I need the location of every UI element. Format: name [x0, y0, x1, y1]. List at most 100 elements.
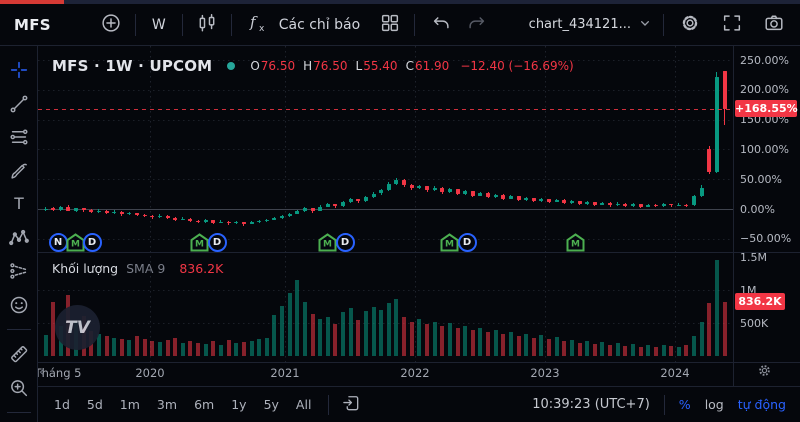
svg-text:M: M — [71, 240, 80, 250]
range-6m[interactable]: 6m — [194, 397, 215, 412]
chart-name-button[interactable]: chart_434121... — [529, 15, 653, 35]
range-5d[interactable]: 5d — [86, 397, 103, 412]
candle-body — [714, 76, 719, 173]
candle-body — [470, 191, 475, 196]
volume-bar — [508, 331, 513, 356]
volume-scale-tick: 1.5M — [740, 250, 767, 264]
volume-bar — [684, 345, 689, 356]
event-badge-m[interactable]: M — [440, 233, 459, 252]
svg-text:M: M — [195, 240, 204, 250]
indicators-label: Các chỉ báo — [278, 16, 361, 33]
time-axis-settings-icon[interactable] — [757, 363, 772, 382]
range-all[interactable]: All — [295, 397, 312, 412]
percent-scale-button[interactable]: % — [678, 397, 691, 412]
trend-line-tool[interactable] — [2, 89, 36, 120]
header-divider — [181, 13, 183, 36]
ruler-icon — [10, 346, 27, 363]
brush-tool[interactable] — [2, 156, 36, 187]
range-1y[interactable]: 1y — [231, 397, 247, 412]
go-to-date-button[interactable] — [341, 393, 361, 417]
gear-icon — [679, 12, 701, 38]
undo-arrow-icon — [434, 16, 449, 28]
volume-bar — [325, 317, 330, 356]
candle-body — [89, 210, 94, 212]
volume-bar — [524, 333, 529, 356]
fullscreen-button[interactable] — [718, 11, 746, 39]
candle-body — [463, 191, 468, 195]
candle-body — [272, 217, 277, 220]
volume-bar — [112, 337, 117, 356]
layout-templates-button[interactable] — [376, 11, 404, 39]
chart-style-button[interactable] — [193, 11, 221, 39]
volume-title[interactable]: Khối lượng — [52, 261, 119, 276]
candle-body — [157, 215, 162, 218]
forecast-tool[interactable] — [2, 256, 36, 287]
high-label: H — [303, 59, 313, 73]
volume-bar — [470, 330, 475, 356]
emoji-tool[interactable] — [2, 290, 36, 321]
candle-body — [501, 194, 506, 199]
volume-bar — [394, 299, 399, 356]
scroll-left-icon[interactable]: ‹ — [39, 365, 45, 380]
volume-bar — [356, 320, 361, 356]
event-badge-m[interactable]: M — [190, 233, 209, 252]
volume-bar — [318, 319, 323, 356]
candle-body — [356, 199, 361, 202]
pane-separator[interactable] — [38, 252, 800, 253]
go-to-date-icon — [343, 395, 359, 410]
event-badge-m[interactable]: M — [566, 233, 585, 252]
fib-lines-tool[interactable] — [2, 122, 36, 153]
settings-button[interactable] — [676, 11, 704, 39]
range-5y[interactable]: 5y — [263, 397, 279, 412]
tradingview-logo[interactable]: TV — [55, 305, 100, 350]
volume-bar — [310, 313, 315, 356]
event-badge-d[interactable]: D — [82, 233, 102, 252]
volume-bar — [608, 344, 613, 356]
event-badge-d[interactable]: D — [335, 233, 355, 252]
measure-ruler-tool[interactable] — [2, 339, 36, 370]
log-scale-button[interactable]: log — [704, 397, 724, 412]
auto-scale-button[interactable]: tự động — [737, 397, 786, 412]
volume-bar — [486, 332, 491, 356]
crosshair-tool[interactable] — [2, 55, 36, 86]
candle-body — [51, 207, 56, 211]
range-3m[interactable]: 3m — [156, 397, 178, 412]
candle-body — [135, 213, 140, 215]
candle-body — [638, 204, 643, 207]
range-1d[interactable]: 1d — [54, 397, 70, 412]
svg-text:M: M — [445, 240, 454, 250]
zoom-in-tool[interactable] — [2, 373, 36, 404]
redo-button[interactable] — [463, 11, 491, 39]
event-badge-d[interactable]: D — [207, 233, 227, 252]
candle-body — [623, 203, 628, 206]
candle-body — [409, 185, 414, 189]
volume-bar — [188, 340, 193, 356]
event-badge-m[interactable]: M — [66, 233, 85, 252]
candle-body — [127, 213, 132, 215]
pattern-xabcd-tool[interactable] — [2, 223, 36, 254]
candle-body — [524, 198, 529, 201]
candle-body — [188, 218, 193, 221]
candle-body — [196, 220, 201, 223]
smiley-icon — [10, 296, 27, 314]
text-tool[interactable]: T — [2, 189, 36, 220]
legend-title[interactable]: MFS · 1W · UPCOM — [52, 57, 213, 75]
screenshot-button[interactable] — [760, 11, 788, 39]
undo-button[interactable] — [427, 11, 455, 39]
event-badge-d[interactable]: D — [457, 233, 477, 252]
grid-line-vertical — [675, 46, 676, 362]
clock-label[interactable]: 10:39:23 (UTC+7) — [532, 397, 650, 412]
candle-body — [394, 180, 399, 184]
interval-button[interactable]: W — [146, 17, 172, 33]
candle-body — [341, 201, 346, 207]
volume-bar — [447, 323, 452, 356]
range-1m[interactable]: 1m — [119, 397, 140, 412]
high-value: 76.50 — [313, 59, 348, 73]
candle-body — [58, 206, 63, 211]
event-badge-m[interactable]: M — [318, 233, 337, 252]
price-scale-tick: 100.00% — [740, 142, 789, 156]
compare-add-symbol-button[interactable] — [97, 11, 125, 39]
symbol-search-button[interactable]: MFS — [14, 15, 51, 34]
